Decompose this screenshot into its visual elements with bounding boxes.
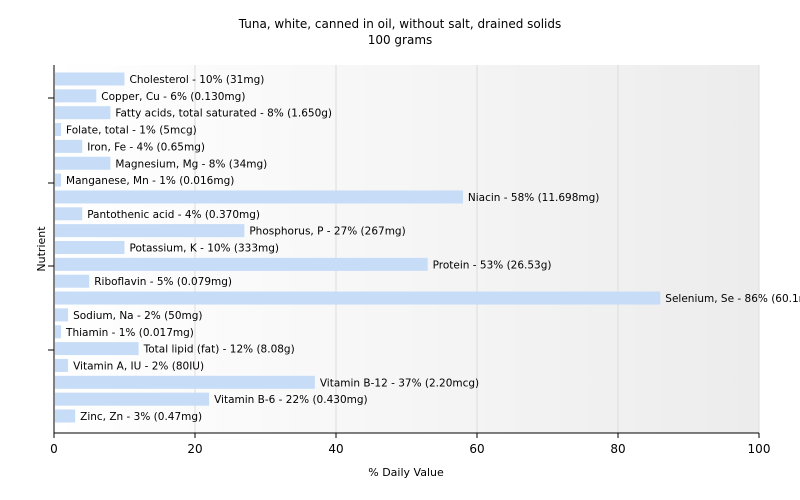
bar-label: Cholesterol - 10% (31mg) [130, 74, 265, 86]
bar [55, 139, 83, 153]
plot-background [54, 65, 759, 433]
x-axis-label: % Daily Value [368, 466, 444, 479]
bar-label: Magnesium, Mg - 8% (34mg) [115, 158, 267, 170]
bar [55, 257, 428, 271]
bar [55, 156, 111, 170]
bar [55, 224, 245, 238]
bar-label: Sodium, Na - 2% (50mg) [73, 310, 202, 322]
bar-label: Riboflavin - 5% (0.079mg) [94, 276, 232, 288]
bar-label: Manganese, Mn - 1% (0.016mg) [66, 175, 234, 187]
bar-label: Copper, Cu - 6% (0.130mg) [101, 91, 245, 103]
bars-group: Cholesterol - 10% (31mg) Copper, Cu - 6% … [55, 72, 800, 423]
bar-label: Pantothenic acid - 4% (0.370mg) [87, 209, 260, 221]
bar [55, 123, 62, 137]
bar [55, 375, 315, 389]
bar-label: Total lipid (fat) - 12% (8.08g) [143, 344, 295, 356]
x-tick-label: 80 [610, 442, 625, 456]
bar-label: Vitamin A, IU - 2% (80IU) [73, 360, 204, 372]
bar [55, 241, 125, 254]
bar [55, 106, 111, 120]
bar-label: Niacin - 58% (11.698mg) [468, 192, 600, 204]
bar [55, 392, 210, 406]
bar [55, 89, 97, 103]
x-tick-label: 60 [469, 442, 484, 456]
bar [55, 409, 76, 423]
chart-title: Tuna, white, canned in oil, without salt… [238, 17, 562, 31]
x-tick-label: 100 [748, 442, 771, 456]
bar [55, 342, 139, 356]
bar-label: Selenium, Se - 86% (60.1mcg) [665, 293, 800, 305]
bar-label: Vitamin B-12 - 37% (2.20mcg) [320, 377, 479, 389]
bar-label: Thiamin - 1% (0.017mg) [65, 327, 194, 339]
bar [55, 274, 90, 288]
bar [55, 291, 661, 305]
chart-subtitle: 100 grams [368, 33, 433, 47]
x-tick-label: 0 [50, 442, 58, 456]
y-axis-label: Nutrient [35, 226, 48, 272]
bar-label: Zinc, Zn - 3% (0.47mg) [80, 411, 202, 423]
bar [55, 325, 62, 339]
bar-label: Iron, Fe - 4% (0.65mg) [87, 141, 205, 153]
bar-label: Fatty acids, total saturated - 8% (1.650… [115, 108, 332, 120]
bar-label: Folate, total - 1% (5mcg) [66, 125, 197, 137]
axes-group: 0 20 40 60 80 100 [48, 65, 770, 456]
bar [55, 308, 69, 322]
bar [55, 207, 83, 221]
x-tick-label: 40 [328, 442, 343, 456]
bar [55, 358, 69, 372]
bar-label: Vitamin B-6 - 22% (0.430mg) [214, 394, 368, 406]
bar-label: Phosphorus, P - 27% (267mg) [249, 226, 405, 238]
bar-label: Potassium, K - 10% (333mg) [130, 243, 280, 255]
bar [55, 190, 463, 204]
bar [55, 173, 62, 187]
grid-lines [194, 65, 760, 433]
bar [55, 72, 125, 86]
bar-label: Protein - 53% (26.53g) [433, 259, 552, 271]
x-tick-label: 20 [187, 442, 202, 456]
